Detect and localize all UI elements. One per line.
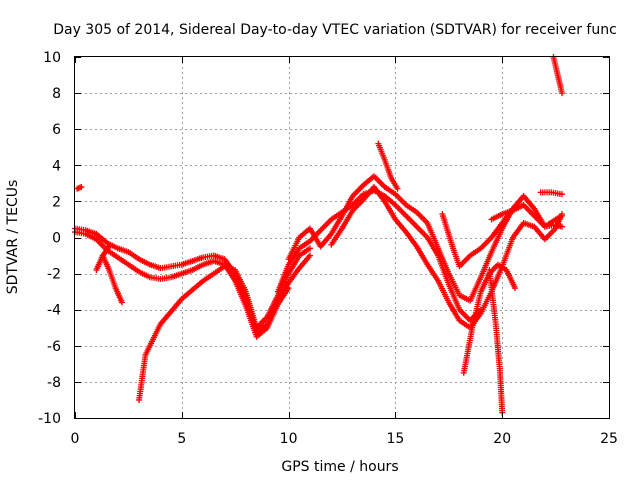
y-tick-label: -6 bbox=[47, 339, 61, 355]
data-point bbox=[118, 299, 125, 306]
x-tick-label: 0 bbox=[71, 431, 80, 447]
y-tick-label: 10 bbox=[43, 50, 61, 66]
series-arc-6 bbox=[136, 245, 313, 403]
y-tick-label: 2 bbox=[52, 194, 61, 210]
y-axis-label: SDTVAR / TECUs bbox=[5, 180, 21, 295]
y-tick-label: -8 bbox=[47, 375, 61, 391]
x-tick-label: 20 bbox=[493, 431, 511, 447]
y-tick-label: 0 bbox=[52, 231, 61, 247]
x-tick-label: 5 bbox=[177, 431, 186, 447]
y-tick-label: 6 bbox=[52, 122, 61, 138]
data-point bbox=[106, 243, 113, 250]
series-arc-7 bbox=[274, 187, 484, 324]
x-tick-label: 25 bbox=[600, 431, 618, 447]
data-point bbox=[306, 245, 313, 252]
grid bbox=[75, 57, 609, 418]
x-tick-label: 10 bbox=[280, 431, 298, 447]
data-point bbox=[559, 90, 566, 97]
series-arc-2 bbox=[72, 225, 313, 335]
y-tick-label: 4 bbox=[52, 158, 61, 174]
data-point bbox=[520, 202, 527, 209]
data-marks bbox=[72, 54, 566, 416]
series-arc-5 bbox=[99, 252, 125, 306]
series-arc-10 bbox=[375, 140, 401, 192]
plot-frame bbox=[74, 56, 610, 419]
data-point bbox=[394, 185, 401, 192]
data-point bbox=[306, 252, 313, 259]
series-arc-11 bbox=[439, 192, 566, 270]
data-point bbox=[559, 223, 566, 230]
y-tick-label: -10 bbox=[38, 411, 61, 427]
data-point bbox=[559, 191, 566, 198]
data-point bbox=[559, 212, 566, 219]
y-tick-label: -2 bbox=[47, 267, 61, 283]
series-arc-15 bbox=[537, 189, 566, 198]
data-point bbox=[512, 285, 519, 292]
ticks: 0 5 10 15 20 25 -10 -8 -6 -4 -2 0 2 4 6 8 10 bbox=[38, 50, 618, 447]
data-point bbox=[78, 183, 85, 190]
y-tick-label: -4 bbox=[47, 303, 61, 319]
x-axis-label: GPS time / hours bbox=[281, 459, 398, 475]
series-arc-12 bbox=[460, 261, 519, 376]
y-tick-label: 8 bbox=[52, 86, 61, 102]
x-tick-label: 15 bbox=[386, 431, 404, 447]
series-arc-16 bbox=[550, 54, 566, 97]
series-arc-13 bbox=[486, 266, 506, 416]
data-point bbox=[285, 285, 292, 292]
series-arc-14 bbox=[488, 202, 527, 223]
chart-title: Day 305 of 2014, Sidereal Day-to-day VTE… bbox=[53, 22, 617, 38]
series-arc-1 bbox=[74, 183, 85, 192]
series-arc-3 bbox=[72, 229, 292, 340]
